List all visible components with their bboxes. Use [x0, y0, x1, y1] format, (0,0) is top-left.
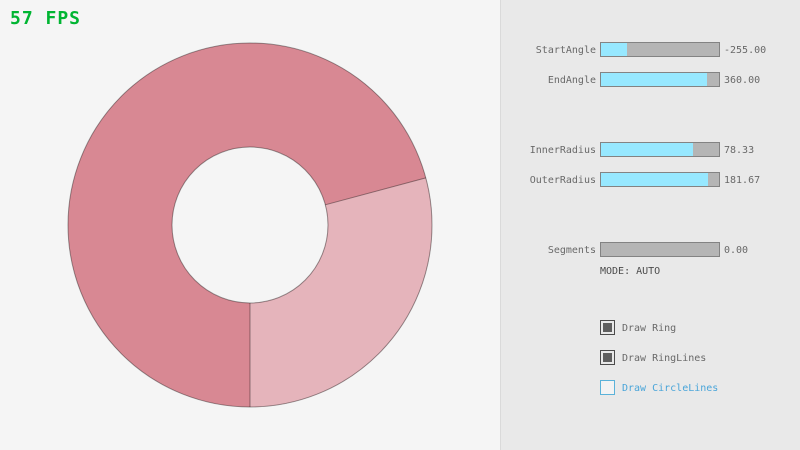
slider-row-start-angle: StartAngle -255.00 [500, 40, 800, 60]
slider-fill [601, 173, 709, 186]
slider-fill [601, 73, 708, 86]
slider-label-start-angle: StartAngle [535, 45, 596, 56]
slider-value-start-angle: -255.00 [724, 45, 767, 56]
slider-value-outer-radius: 181.67 [724, 175, 761, 186]
checkbox-label-draw-ring: Draw Ring [622, 323, 677, 334]
slider-label-outer-radius: OuterRadius [529, 175, 596, 186]
slider-start-angle[interactable] [600, 42, 720, 57]
ring-single-region [250, 177, 433, 407]
checkbox-label-draw-ringlines: Draw RingLines [622, 353, 707, 364]
slider-end-angle[interactable] [600, 72, 720, 87]
slider-inner-radius[interactable] [600, 142, 720, 157]
slider-row-inner-radius: InnerRadius 78.33 [500, 140, 800, 160]
slider-value-inner-radius: 78.33 [724, 145, 755, 156]
mode-label: MODE: AUTO [600, 266, 661, 277]
slider-row-segments: Segments 0.00 [500, 240, 800, 260]
slider-outer-radius[interactable] [600, 172, 720, 187]
slider-label-end-angle: EndAngle [547, 75, 596, 86]
checkbox-row-draw-ring: Draw Ring [600, 320, 800, 338]
slider-value-segments: 0.00 [724, 245, 749, 256]
checkbox-label-draw-circlelines: Draw CircleLines [622, 383, 719, 394]
slider-label-inner-radius: InnerRadius [529, 145, 596, 156]
checkbox-row-draw-circlelines: Draw CircleLines [600, 380, 800, 398]
checkbox-draw-circlelines[interactable] [600, 380, 615, 395]
slider-row-outer-radius: OuterRadius 181.67 [500, 170, 800, 190]
slider-value-end-angle: 360.00 [724, 75, 761, 86]
checkbox-row-draw-ringlines: Draw RingLines [600, 350, 800, 368]
slider-fill [601, 43, 627, 56]
slider-label-segments: Segments [547, 245, 596, 256]
ring-chart [67, 42, 433, 408]
slider-row-end-angle: EndAngle 360.00 [500, 70, 800, 90]
slider-fill [601, 143, 694, 156]
checkbox-draw-ring[interactable] [600, 320, 615, 335]
fps-counter: 57 FPS [10, 8, 82, 29]
slider-segments[interactable] [600, 242, 720, 257]
checkbox-draw-ringlines[interactable] [600, 350, 615, 365]
ring-outlines [67, 42, 433, 408]
